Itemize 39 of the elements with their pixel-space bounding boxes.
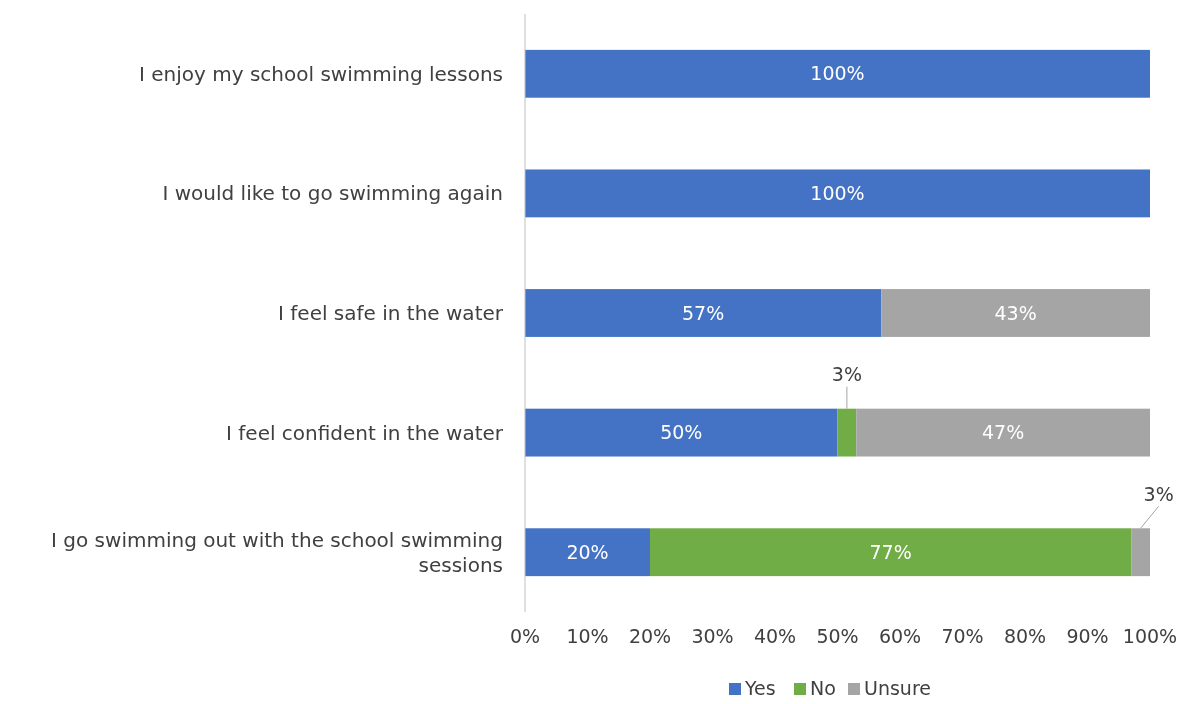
x-tick-label: 20% [628,625,672,647]
bar [837,408,857,457]
bar [525,408,838,457]
legend-label: Unsure [864,677,931,699]
bar [525,528,650,577]
data-label: 20% [566,540,609,563]
bar [1131,528,1150,577]
x-tick-label: 30% [691,625,734,647]
data-label: 77% [869,540,912,563]
data-label: 43% [994,301,1037,324]
x-tick-label: 80% [1003,625,1047,647]
data-label: 100% [810,182,865,205]
bar [881,289,1150,337]
x-tick-label: 0% [509,625,541,647]
bar [525,49,1150,98]
data-label: 50% [660,421,703,444]
bar [525,169,1150,218]
bar [650,528,1132,577]
x-tick-label: 100% [1122,625,1178,647]
data-label: 100% [810,62,865,85]
y-tick-label: I feel confident in the water [226,420,504,445]
y-tick-label: I feel safe in the water [278,301,504,325]
x-tick-label: 50% [816,625,859,647]
x-tick-label: 40% [753,625,797,647]
y-tick-label: I enjoy my school swimming lessons [139,61,503,86]
data-label: 57% [682,301,725,324]
data-label: 3% [1143,482,1174,505]
bar [525,289,882,337]
x-tick-label: 70% [941,625,984,647]
y-tick-label: I would like to go swimming again [162,181,503,206]
y-tick-label: I go swimming out with the school swimming sessions [51,528,503,578]
data-label: 3% [831,363,862,386]
legend-label: No [810,677,836,699]
legend-label: Yes [744,677,776,699]
x-tick-label: 60% [878,625,922,647]
data-label: 47% [982,421,1025,444]
bar [856,408,1150,457]
x-tick-label: 10% [566,625,609,647]
x-tick-label: 90% [1066,625,1109,647]
